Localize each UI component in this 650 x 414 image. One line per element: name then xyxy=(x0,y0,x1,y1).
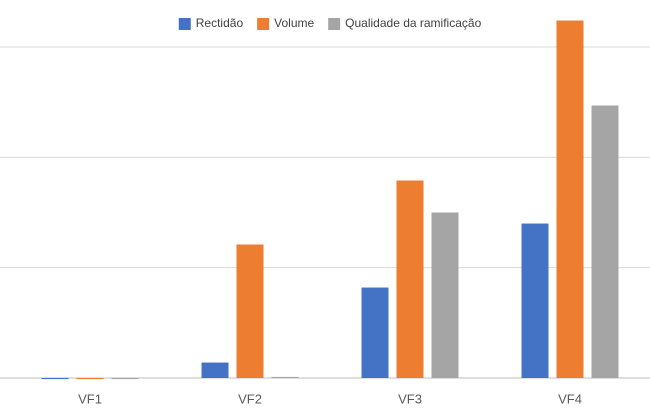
bar xyxy=(111,378,139,380)
x-tick-label: VF4 xyxy=(558,391,582,406)
bar xyxy=(396,180,424,378)
legend-swatch xyxy=(257,18,270,30)
bar xyxy=(521,223,549,378)
bar xyxy=(361,287,389,378)
bar xyxy=(201,362,229,378)
legend-swatch xyxy=(178,18,191,30)
legend-swatch xyxy=(328,18,341,30)
bar xyxy=(76,378,104,380)
x-tick-label: VF2 xyxy=(238,391,262,406)
bar xyxy=(271,376,299,378)
legend-label: Qualidade da ramificação xyxy=(345,16,481,30)
legend: Rectidão Volume Qualidade da ramificação xyxy=(178,16,482,30)
x-tick-label: VF1 xyxy=(78,391,102,406)
legend-label: Volume xyxy=(274,16,314,30)
bar xyxy=(41,378,69,380)
bar xyxy=(591,105,619,379)
legend-label: Rectidão xyxy=(196,16,244,30)
bar xyxy=(236,244,264,378)
bar xyxy=(556,20,584,379)
x-tick-label: VF3 xyxy=(398,391,422,406)
bar xyxy=(431,212,459,378)
